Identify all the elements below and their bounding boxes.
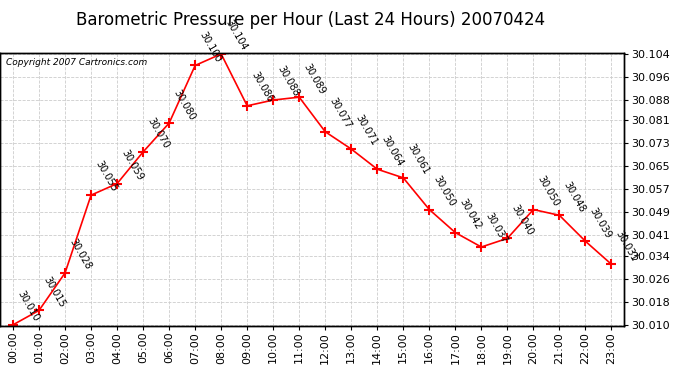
Text: 30.050: 30.050 xyxy=(536,174,562,208)
Text: 30.059: 30.059 xyxy=(119,148,145,182)
Text: 30.039: 30.039 xyxy=(588,206,613,240)
Text: 30.028: 30.028 xyxy=(68,237,93,272)
Text: Barometric Pressure per Hour (Last 24 Hours) 20070424: Barometric Pressure per Hour (Last 24 Ho… xyxy=(76,11,545,29)
Text: 30.080: 30.080 xyxy=(172,87,197,122)
Text: 30.037: 30.037 xyxy=(484,211,509,246)
Text: 30.061: 30.061 xyxy=(406,142,431,176)
Text: 30.086: 30.086 xyxy=(250,70,275,104)
Text: 30.050: 30.050 xyxy=(432,174,457,208)
Text: 30.042: 30.042 xyxy=(458,197,484,231)
Text: 30.064: 30.064 xyxy=(380,134,405,168)
Text: 30.100: 30.100 xyxy=(198,30,224,64)
Text: 30.071: 30.071 xyxy=(354,113,380,148)
Text: 30.070: 30.070 xyxy=(146,116,171,150)
Text: 30.104: 30.104 xyxy=(224,18,249,53)
Text: 30.040: 30.040 xyxy=(510,203,535,237)
Text: 30.055: 30.055 xyxy=(94,159,119,194)
Text: 30.089: 30.089 xyxy=(302,62,327,96)
Text: 30.031: 30.031 xyxy=(614,229,640,263)
Text: 30.010: 30.010 xyxy=(16,289,41,323)
Text: 30.077: 30.077 xyxy=(328,96,353,130)
Text: 30.088: 30.088 xyxy=(276,64,302,99)
Text: Copyright 2007 Cartronics.com: Copyright 2007 Cartronics.com xyxy=(6,58,148,67)
Text: 30.015: 30.015 xyxy=(41,275,67,309)
Text: 30.048: 30.048 xyxy=(562,180,587,214)
